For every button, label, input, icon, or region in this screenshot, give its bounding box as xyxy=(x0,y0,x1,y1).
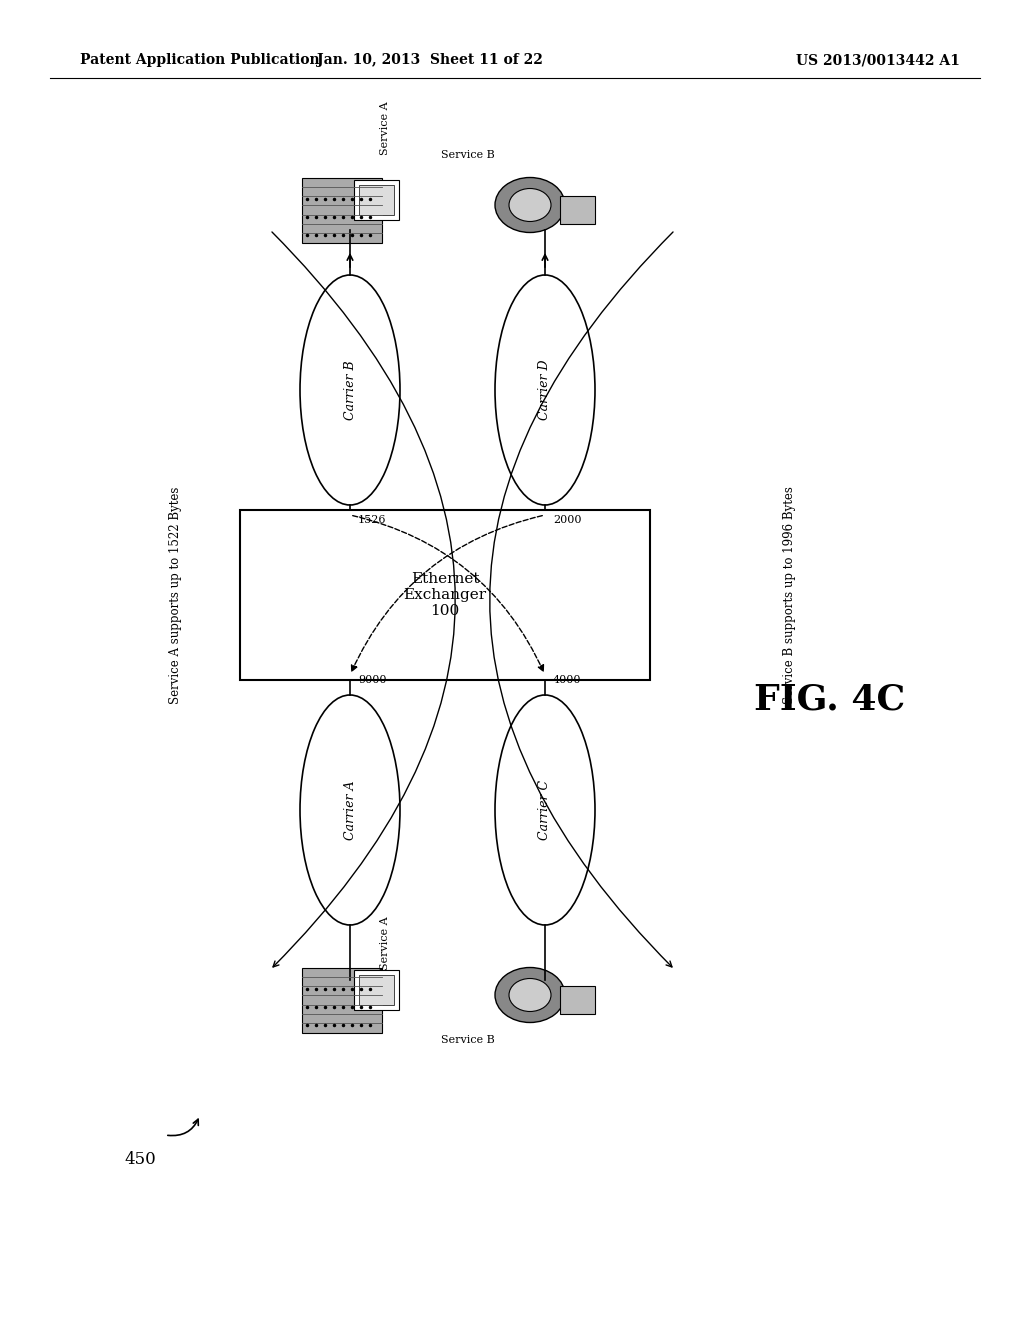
Text: Service B: Service B xyxy=(441,1035,495,1045)
Bar xyxy=(302,968,382,1032)
Text: Service A: Service A xyxy=(380,916,390,970)
Bar xyxy=(354,970,399,1010)
Text: Carrier A: Carrier A xyxy=(343,780,356,840)
Bar xyxy=(302,177,382,243)
Ellipse shape xyxy=(495,177,565,232)
Text: Service B supports up to 1996 Bytes: Service B supports up to 1996 Bytes xyxy=(783,486,797,704)
Text: 1526: 1526 xyxy=(358,515,386,525)
Text: Jan. 10, 2013  Sheet 11 of 22: Jan. 10, 2013 Sheet 11 of 22 xyxy=(317,53,543,67)
Bar xyxy=(560,986,595,1014)
Ellipse shape xyxy=(509,978,551,1011)
Text: Carrier B: Carrier B xyxy=(343,360,356,420)
Text: Service B: Service B xyxy=(441,150,495,160)
Text: 9000: 9000 xyxy=(358,675,386,685)
Text: 2000: 2000 xyxy=(553,515,582,525)
Text: 4000: 4000 xyxy=(553,675,582,685)
Bar xyxy=(240,510,650,680)
Ellipse shape xyxy=(300,696,400,925)
Ellipse shape xyxy=(509,189,551,222)
Bar xyxy=(359,975,394,1005)
Ellipse shape xyxy=(495,968,565,1023)
Text: Service A supports up to 1522 Bytes: Service A supports up to 1522 Bytes xyxy=(169,486,181,704)
Text: 450: 450 xyxy=(124,1151,156,1168)
Text: FIG. 4C: FIG. 4C xyxy=(755,682,905,717)
Bar xyxy=(560,195,595,224)
Ellipse shape xyxy=(495,275,595,506)
Text: Ethernet
Exchanger
100: Ethernet Exchanger 100 xyxy=(403,572,486,618)
Bar xyxy=(359,185,394,215)
Text: Patent Application Publication: Patent Application Publication xyxy=(80,53,319,67)
Text: Carrier D: Carrier D xyxy=(539,360,552,420)
Bar xyxy=(354,180,399,220)
Text: Carrier C: Carrier C xyxy=(539,780,552,840)
Text: US 2013/0013442 A1: US 2013/0013442 A1 xyxy=(796,53,961,67)
Ellipse shape xyxy=(300,275,400,506)
Ellipse shape xyxy=(495,696,595,925)
Text: Service A: Service A xyxy=(380,102,390,154)
